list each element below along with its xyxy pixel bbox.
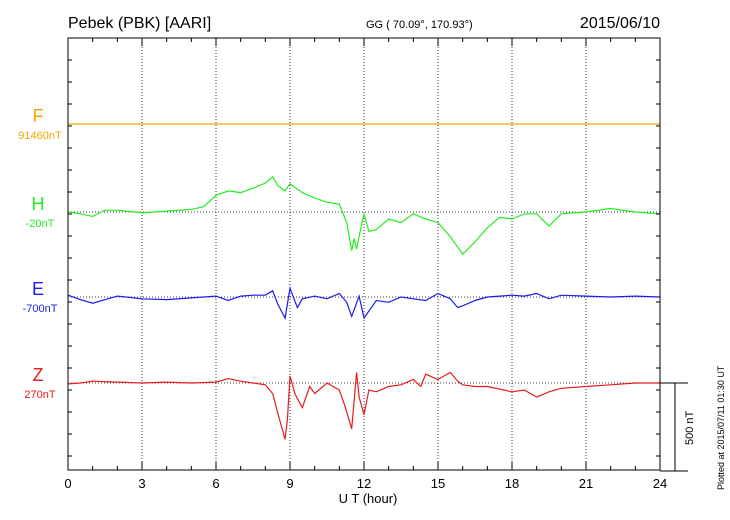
- series-baseline-E: -700nT: [23, 303, 58, 315]
- x-tick-label-0: 0: [64, 476, 71, 491]
- series-name-F: F: [33, 106, 44, 126]
- x-tick-label-21: 21: [579, 476, 593, 491]
- scale-bar-label: 500 nT: [684, 410, 696, 445]
- series-line-H: [67, 175, 661, 256]
- series-baseline-F: 91460nT: [18, 130, 62, 142]
- series-name-E: E: [32, 279, 44, 299]
- series-name-Z: Z: [33, 365, 44, 385]
- plot-frame: 0 3 6 9 12 15 18 21 24: [64, 37, 688, 491]
- x-tick-label-3: 3: [138, 476, 145, 491]
- series-line-Z: [67, 371, 660, 440]
- grid-lines: [68, 38, 660, 470]
- x-tick-label-6: 6: [212, 476, 219, 491]
- series-baseline-H: -20nT: [26, 218, 55, 230]
- x-tick-label-18: 18: [505, 476, 519, 491]
- x-tick-label-12: 12: [357, 476, 371, 491]
- date-label: 2015/06/10: [580, 15, 660, 32]
- plotted-timestamp: Plotted at 2015/07/11 01:30 UT: [716, 365, 726, 490]
- series-baseline-Z: 270nT: [24, 389, 55, 401]
- x-tick-label-15: 15: [431, 476, 445, 491]
- x-axis-label: U T (hour): [339, 491, 398, 506]
- series-name-H: H: [32, 194, 45, 214]
- series-line-E: [67, 285, 661, 320]
- station-title: Pebek (PBK) [AARI]: [68, 15, 211, 32]
- coordinates-label: GG ( 70.09°, 170.93°): [366, 19, 473, 31]
- x-tick-label-24: 24: [653, 476, 667, 491]
- series-layer: F 91460nT H -20nT E -700nT Z 270nT: [18, 106, 661, 440]
- x-tick-label-9: 9: [286, 476, 293, 491]
